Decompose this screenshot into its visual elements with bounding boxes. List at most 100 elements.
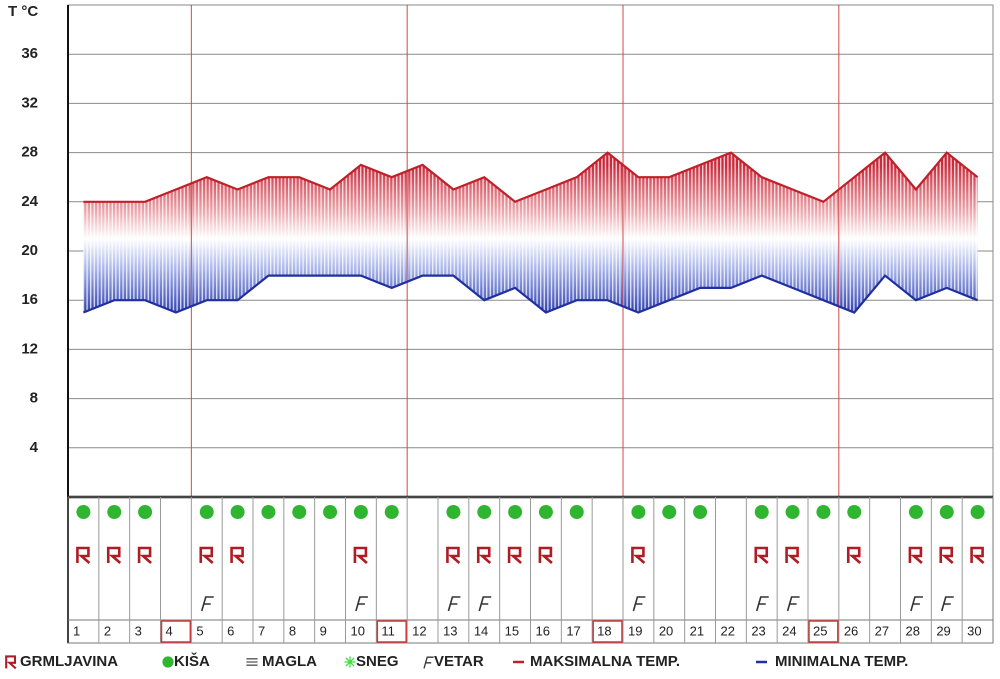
thunder-icon: [5, 655, 17, 670]
day-label: 13: [443, 623, 457, 638]
rain-icon: [230, 505, 245, 519]
weather-icon: [786, 596, 800, 612]
thunder-icon: [76, 546, 91, 564]
thunder-icon: [446, 546, 461, 564]
rain-icon: [384, 505, 399, 519]
weather-icon: [908, 505, 923, 519]
thunder-icon: [353, 546, 368, 564]
weather-icon: [353, 505, 368, 519]
day-label: 25: [813, 623, 827, 638]
weather-icon: [230, 546, 245, 564]
day-label: 15: [505, 623, 519, 638]
weather-icon: [230, 505, 245, 519]
weather-icon: [754, 546, 769, 564]
y-tick-label: 12: [21, 340, 38, 357]
thunder-icon: [785, 546, 800, 564]
weather-icon: [106, 546, 122, 564]
weather-icon: [970, 546, 985, 564]
day-label: 20: [659, 623, 673, 638]
legend-icon: [5, 655, 17, 670]
legend-label: VETAR: [434, 653, 484, 670]
day-label: 9: [320, 623, 327, 638]
legend-icon: [423, 656, 434, 669]
wind-icon: [355, 596, 368, 612]
day-label: 12: [412, 623, 426, 638]
weather-icon: [910, 596, 923, 612]
rain-icon: [199, 505, 214, 519]
day-label: 11: [381, 623, 395, 638]
y-tick-label: 4: [30, 439, 39, 456]
wind-icon: [910, 596, 923, 612]
thunder-icon: [538, 546, 553, 564]
rain-icon: [477, 505, 492, 519]
rain-icon: [292, 505, 307, 519]
thunder-icon: [846, 546, 862, 564]
rain-icon: [631, 505, 646, 519]
thunder-icon: [939, 546, 954, 564]
wind-icon: [423, 656, 434, 669]
legend-icon: [246, 658, 258, 666]
y-tick-label: 8: [30, 390, 38, 407]
weather-icon: [508, 505, 523, 519]
thunder-icon: [230, 546, 245, 564]
y-tick-label: 20: [21, 242, 38, 259]
weather-icon: [107, 505, 122, 519]
rain-icon: [785, 505, 800, 519]
weather-icon: [323, 505, 338, 519]
weather-icon: [199, 505, 214, 519]
rain-icon: [261, 505, 276, 519]
weather-icon: [292, 505, 307, 519]
series-line: [83, 151, 979, 204]
day-label: 5: [196, 623, 203, 638]
day-label: 30: [967, 623, 981, 638]
y-tick-label: 24: [21, 193, 38, 210]
weather-icon: [940, 596, 954, 612]
thunder-icon: [754, 546, 769, 564]
thunder-icon: [908, 546, 923, 564]
weather-icon: [632, 596, 646, 612]
day-label: 17: [566, 623, 580, 638]
weather-icon: [538, 505, 553, 519]
rain-icon: [816, 505, 831, 519]
thunder-icon: [507, 546, 522, 564]
rain-icon: [662, 505, 677, 519]
rain-icon: [323, 505, 338, 519]
wind-icon: [940, 596, 954, 612]
weather-icon: [755, 596, 769, 612]
day-label: 27: [875, 623, 889, 638]
weather-icon: [631, 505, 646, 519]
day-label: 19: [628, 623, 642, 638]
legend-label: KIŠA: [174, 652, 210, 670]
legend-label: SNEG: [356, 653, 399, 670]
weather-icon: [970, 505, 985, 519]
thunder-icon: [199, 546, 214, 564]
weather-icon: [816, 505, 831, 519]
wind-icon: [478, 596, 492, 612]
thunder-icon: [106, 546, 122, 564]
rain-icon: [138, 505, 153, 519]
rain-icon: [754, 505, 769, 519]
day-label: 14: [474, 623, 488, 638]
weather-icon: [693, 505, 708, 519]
rain-icon: [107, 505, 122, 519]
snow-icon: [344, 656, 356, 668]
thunder-icon: [970, 546, 985, 564]
weather-icon: [908, 546, 923, 564]
weather-icon: [353, 546, 368, 564]
wind-icon: [632, 596, 646, 612]
rain-icon: [76, 505, 91, 519]
rain-icon: [508, 505, 523, 519]
highlighted-day: [808, 620, 839, 643]
weather-icon: [939, 505, 954, 519]
day-label: 22: [721, 623, 735, 638]
legend-label: MINIMALNA TEMP.: [775, 653, 908, 670]
day-label: 24: [782, 623, 796, 638]
rain-icon: [353, 505, 368, 519]
day-label: 21: [690, 623, 704, 638]
rain-icon: [162, 656, 174, 668]
thunder-icon: [631, 546, 646, 564]
wind-icon: [786, 596, 800, 612]
weather-icon: [76, 505, 91, 519]
weather-icon: [384, 505, 399, 519]
weather-icon: [569, 505, 584, 519]
